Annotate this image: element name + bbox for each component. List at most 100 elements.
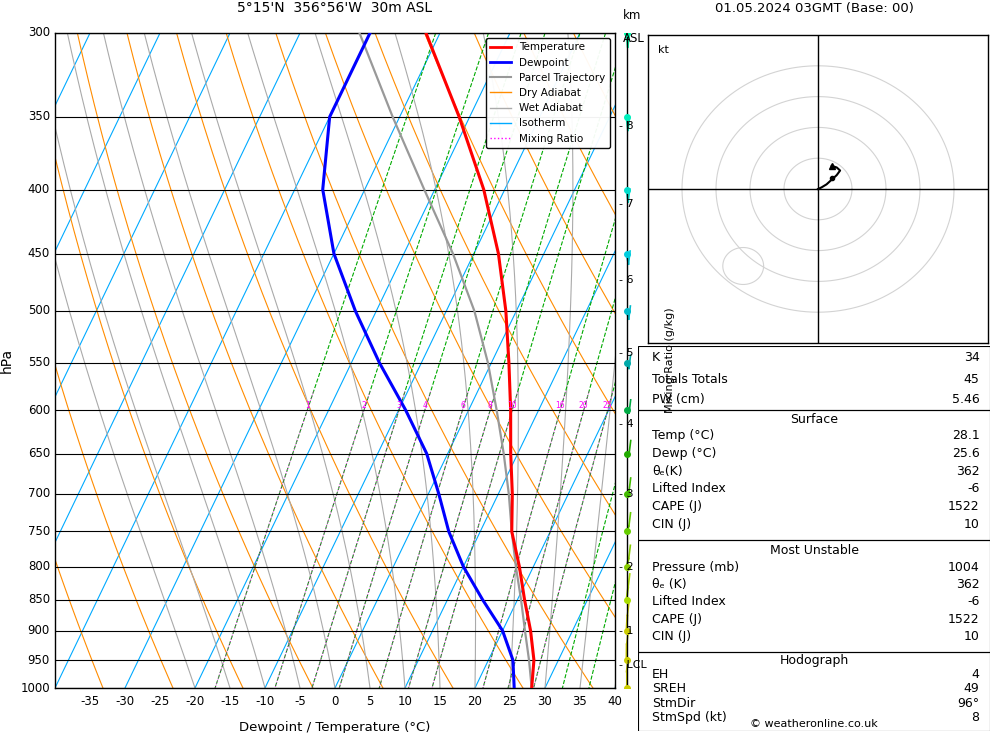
Text: CAPE (J): CAPE (J)	[652, 500, 702, 513]
Text: - 6: - 6	[619, 275, 634, 284]
Text: 600: 600	[28, 404, 50, 416]
Text: 40: 40	[608, 696, 622, 708]
Text: ASL: ASL	[623, 32, 645, 45]
Bar	[638, 540, 990, 652]
Text: Totals Totals: Totals Totals	[652, 372, 728, 386]
Text: - LCL: - LCL	[619, 660, 647, 670]
Text: - 3: - 3	[619, 489, 634, 499]
Text: CIN (J): CIN (J)	[652, 630, 691, 643]
Text: - 5: - 5	[619, 347, 634, 358]
Text: 800: 800	[28, 560, 50, 573]
Text: 750: 750	[28, 525, 50, 538]
Text: 20: 20	[468, 696, 482, 708]
Text: 45: 45	[964, 372, 979, 386]
Text: 700: 700	[28, 487, 50, 501]
Text: -35: -35	[80, 696, 100, 708]
Text: 28.1: 28.1	[952, 430, 979, 442]
Text: 850: 850	[28, 593, 50, 606]
Text: 362: 362	[956, 578, 979, 591]
Text: -15: -15	[220, 696, 240, 708]
Text: Mixing Ratio (g/kg): Mixing Ratio (g/kg)	[665, 308, 675, 413]
Text: -25: -25	[150, 696, 170, 708]
Text: Surface: Surface	[790, 413, 838, 427]
Text: 5: 5	[366, 696, 374, 708]
Text: 5.46: 5.46	[952, 394, 979, 407]
Text: 49: 49	[964, 682, 979, 696]
Text: EH: EH	[652, 668, 669, 681]
Text: 16: 16	[555, 401, 565, 410]
Text: SREH: SREH	[652, 682, 686, 696]
Text: 4: 4	[972, 668, 979, 681]
Text: © weatheronline.co.uk: © weatheronline.co.uk	[750, 719, 878, 729]
Text: 10: 10	[398, 696, 412, 708]
Text: hPa: hPa	[0, 348, 14, 373]
Text: -20: -20	[185, 696, 205, 708]
Text: - 4: - 4	[619, 419, 634, 430]
Text: 25: 25	[603, 401, 613, 410]
Text: PW (cm): PW (cm)	[652, 394, 705, 407]
Text: θₑ(K): θₑ(K)	[652, 465, 683, 477]
Text: 25: 25	[503, 696, 517, 708]
Text: 550: 550	[28, 356, 50, 369]
Text: 10: 10	[964, 517, 979, 531]
Text: 10: 10	[507, 401, 517, 410]
Text: -10: -10	[255, 696, 275, 708]
Legend: Temperature, Dewpoint, Parcel Trajectory, Dry Adiabat, Wet Adiabat, Isotherm, Mi: Temperature, Dewpoint, Parcel Trajectory…	[486, 38, 610, 148]
Text: 10: 10	[964, 630, 979, 643]
Text: 650: 650	[28, 447, 50, 460]
Text: StmSpd (kt): StmSpd (kt)	[652, 712, 727, 724]
Text: 20: 20	[579, 401, 589, 410]
Text: Dewpoint / Temperature (°C): Dewpoint / Temperature (°C)	[239, 721, 431, 733]
Text: 35: 35	[573, 696, 587, 708]
Text: Lifted Index: Lifted Index	[652, 482, 726, 496]
Text: - 2: - 2	[619, 561, 634, 572]
Text: Temp (°C): Temp (°C)	[652, 430, 714, 442]
Text: 1000: 1000	[20, 682, 50, 694]
Text: 300: 300	[28, 26, 50, 40]
Text: 500: 500	[28, 304, 50, 317]
Bar	[638, 652, 990, 731]
Text: 5°15'N  356°56'W  30m ASL: 5°15'N 356°56'W 30m ASL	[237, 1, 433, 15]
Text: 1522: 1522	[948, 613, 979, 626]
Text: StmDir: StmDir	[652, 697, 695, 710]
Text: -30: -30	[115, 696, 135, 708]
Text: Most Unstable: Most Unstable	[770, 544, 858, 557]
Text: Lifted Index: Lifted Index	[652, 595, 726, 608]
Text: kt: kt	[658, 45, 669, 56]
Text: 1: 1	[305, 401, 310, 410]
Text: -6: -6	[967, 482, 979, 496]
Text: 362: 362	[956, 465, 979, 477]
Text: Hodograph: Hodograph	[779, 655, 849, 667]
Text: km: km	[623, 9, 641, 22]
Text: Dewp (°C): Dewp (°C)	[652, 447, 716, 460]
Text: 34: 34	[964, 351, 979, 364]
Bar	[638, 346, 990, 410]
Text: 8: 8	[971, 712, 979, 724]
Text: 6: 6	[460, 401, 465, 410]
Text: 400: 400	[28, 183, 50, 196]
Text: 350: 350	[28, 111, 50, 123]
Text: 950: 950	[28, 654, 50, 666]
Text: 450: 450	[28, 247, 50, 260]
Text: 96°: 96°	[957, 697, 979, 710]
Text: 1004: 1004	[948, 561, 979, 574]
Text: -5: -5	[294, 696, 306, 708]
Text: 4: 4	[422, 401, 427, 410]
Text: CIN (J): CIN (J)	[652, 517, 691, 531]
Text: 01.05.2024 03GMT (Base: 00): 01.05.2024 03GMT (Base: 00)	[715, 1, 913, 15]
Text: 8: 8	[488, 401, 493, 410]
Text: - 1: - 1	[619, 626, 634, 636]
Text: 0: 0	[331, 696, 339, 708]
Text: K: K	[652, 351, 660, 364]
Text: - 7: - 7	[619, 199, 634, 209]
Text: Pressure (mb): Pressure (mb)	[652, 561, 739, 574]
Text: 900: 900	[28, 625, 50, 637]
Text: CAPE (J): CAPE (J)	[652, 613, 702, 626]
Text: 3: 3	[397, 401, 401, 410]
Text: 2: 2	[362, 401, 366, 410]
Text: 15: 15	[433, 696, 447, 708]
Text: 1522: 1522	[948, 500, 979, 513]
Text: 30: 30	[538, 696, 552, 708]
Text: -6: -6	[967, 595, 979, 608]
Text: - 8: - 8	[619, 121, 634, 131]
